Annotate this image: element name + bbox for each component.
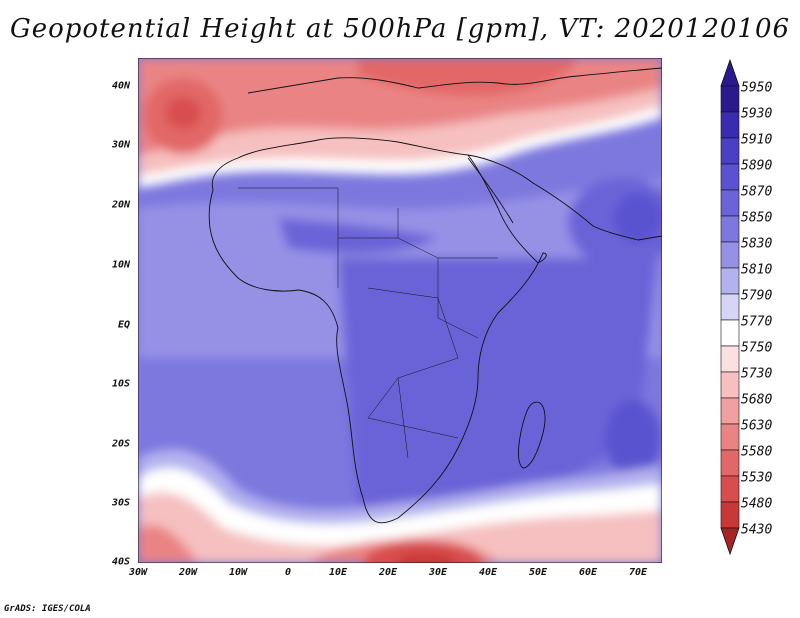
colorbar-swatch [720,111,740,139]
colorbar-swatch [720,137,740,165]
europe-coast [247,67,662,94]
colorbar-swatch [720,241,740,269]
colorbar-swatch [720,345,740,373]
colorbar-swatch [720,423,740,451]
colorbar-label: 5890 [741,158,773,174]
colorbar-swatch [720,215,740,243]
geopotential-map [138,58,662,563]
lat-label: EQ [117,319,130,331]
africa-coast [208,137,547,524]
internal-borders [238,187,498,459]
colorbar-label: 5850 [741,210,773,226]
lon-label: 30E [428,567,448,578]
lat-label: 40S [111,556,130,568]
colorbar-swatch [720,163,740,191]
colorbar-swatch [720,319,740,347]
colorbar-label: 5950 [741,80,773,96]
height-field [138,58,662,563]
lon-label: 50E [528,567,548,578]
colorbar-label: 5770 [741,314,773,330]
coastlines [138,58,662,563]
lon-label: 20E [378,567,398,578]
lat-label: 30S [111,497,130,509]
colorbar-label: 5730 [741,366,773,382]
colorbar-swatch [720,189,740,217]
lon-label: 10E [328,567,348,578]
colorbar-label: 5930 [741,106,773,122]
colorbar-swatch [720,267,740,295]
lon-label: 60E [578,567,598,578]
colorbar-label: 5910 [741,132,773,148]
lat-label: 40N [111,80,130,92]
colorbar-label: 5630 [741,418,773,434]
colorbar-label: 5430 [741,522,773,538]
colorbar-label: 5810 [741,262,773,278]
arabia-coast [467,154,662,241]
chart-title: Geopotential Height at 500hPa [gpm], VT:… [9,14,791,44]
lat-label: 30N [111,139,130,151]
madagascar-coast [518,401,546,469]
colorbar-swatch [720,371,740,399]
colorbar [720,58,740,556]
lat-label: 20S [111,438,130,450]
colorbar-label: 5790 [741,288,773,304]
colorbar-swatch [720,501,740,529]
lon-label: 0 [284,567,292,578]
colorbar-label: 5480 [741,496,773,512]
colorbar-swatch [720,475,740,503]
colorbar-swatch [720,397,740,425]
lon-label: 20W [178,567,198,578]
lon-label: 30W [128,567,148,578]
lon-label: 40E [478,567,498,578]
colorbar-swatch [720,85,740,113]
lon-label: 10W [228,567,248,578]
lat-label: 20N [111,199,130,211]
colorbar-label: 5830 [741,236,773,252]
lon-label: 70E [628,567,648,578]
lat-label: 10N [111,259,130,271]
colorbar-label: 5530 [741,470,773,486]
colorbar-swatch [720,449,740,477]
colorbar-label: 5580 [741,444,773,460]
colorbar-swatch [720,293,740,321]
colorbar-label: 5680 [741,392,773,408]
red-sea [467,157,514,224]
colorbar-top-arrow [720,58,740,87]
colorbar-label: 5750 [741,340,773,356]
colorbar-label: 5870 [741,184,773,200]
lat-label: 10S [111,378,130,390]
colorbar-bottom-arrow [720,527,740,556]
grads-credit: GrADS: IGES/COLA [4,604,91,614]
